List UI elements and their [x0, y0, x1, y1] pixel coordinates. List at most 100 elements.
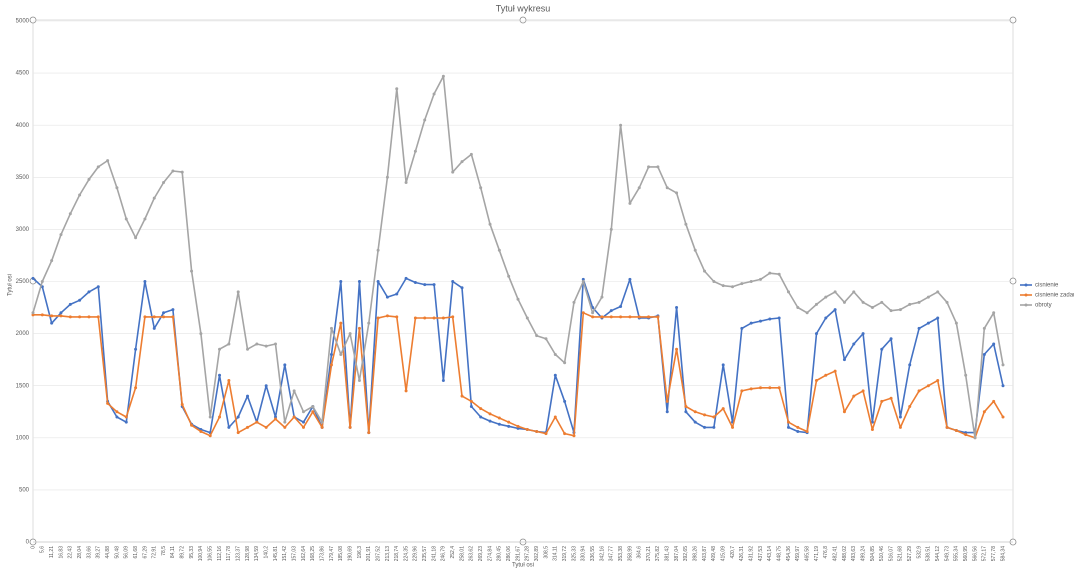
point-marker — [786, 420, 790, 424]
x-tick-label: 375,82 — [655, 546, 661, 562]
point-marker — [796, 306, 800, 310]
point-marker — [162, 315, 166, 319]
point-marker — [619, 315, 623, 319]
point-marker — [675, 306, 679, 310]
point-marker — [96, 165, 100, 169]
point-marker — [824, 373, 828, 377]
selection-handles[interactable] — [29, 16, 1017, 546]
point-marker — [852, 290, 856, 294]
point-marker — [376, 280, 380, 283]
x-tick-label: 510,46 — [879, 546, 885, 562]
series-line — [32, 277, 1004, 434]
point-marker — [376, 248, 380, 252]
point-marker — [143, 315, 147, 319]
point-marker — [516, 297, 520, 301]
x-tick-label: 100,94 — [198, 546, 204, 562]
point-marker — [544, 337, 548, 341]
point-marker — [255, 342, 259, 346]
point-marker — [59, 311, 63, 315]
point-marker — [833, 290, 837, 294]
point-marker — [796, 430, 800, 434]
point-marker — [814, 332, 818, 336]
x-tick-label: 157,03 — [291, 546, 297, 562]
x-tick-label: 263,62 — [469, 546, 475, 562]
point-marker — [218, 373, 222, 377]
point-marker — [469, 152, 473, 156]
point-marker — [348, 425, 352, 429]
x-tick-label: 196,3 — [357, 546, 363, 559]
point-marker — [218, 415, 222, 419]
point-marker — [954, 429, 958, 433]
x-tick-label: 297,28 — [525, 546, 531, 562]
handle[interactable] — [519, 16, 527, 24]
point-marker — [348, 332, 352, 336]
handle[interactable] — [1009, 16, 1017, 24]
y-tick-label: 5000 — [16, 19, 30, 25]
x-tick-label: 0 — [30, 546, 36, 549]
point-marker — [768, 386, 772, 390]
x-tick-label: 353,38 — [618, 546, 624, 562]
point-marker — [992, 342, 996, 346]
x-tick-label: 488,02 — [842, 546, 848, 562]
point-marker — [870, 420, 874, 424]
point-marker — [395, 292, 399, 296]
point-marker — [870, 306, 874, 310]
point-marker — [497, 422, 501, 426]
point-marker — [395, 87, 399, 91]
handle[interactable] — [29, 16, 37, 24]
point-marker — [134, 386, 138, 390]
point-marker — [152, 326, 156, 330]
point-marker — [31, 313, 35, 317]
x-tick-label: 415,09 — [721, 546, 727, 562]
point-marker — [777, 272, 781, 276]
point-marker — [1001, 415, 1005, 419]
point-marker — [731, 425, 735, 429]
x-tick-label: 67,29 — [142, 546, 148, 559]
point-marker — [162, 311, 166, 315]
point-marker — [721, 407, 725, 411]
point-marker — [404, 276, 408, 280]
point-marker — [190, 269, 194, 273]
point-marker — [87, 290, 91, 294]
point-marker — [441, 378, 445, 382]
x-tick-label: 44,88 — [105, 546, 111, 559]
x-tick-label: 185,08 — [338, 546, 344, 562]
point-marker — [264, 384, 268, 388]
handle[interactable] — [1009, 277, 1017, 285]
point-marker — [805, 311, 809, 315]
x-tick-label: 549,73 — [944, 546, 950, 562]
point-marker — [740, 326, 744, 330]
point-marker — [609, 309, 613, 313]
point-marker — [973, 436, 977, 440]
point-marker — [926, 295, 930, 299]
point-marker — [581, 277, 585, 281]
x-tick-label: 387,04 — [674, 546, 680, 562]
x-tick-label: 123,37 — [236, 546, 242, 562]
x-tick-label: 532,9 — [916, 546, 922, 559]
point-marker — [703, 425, 707, 429]
point-marker — [954, 321, 958, 325]
point-marker — [712, 425, 716, 429]
x-tick-label: 409,48 — [711, 546, 717, 562]
series — [31, 74, 1005, 440]
point-marker — [964, 373, 968, 377]
x-tick-label: 78,5 — [161, 546, 167, 556]
point-marker — [870, 427, 874, 431]
point-marker — [357, 326, 361, 330]
point-marker — [497, 248, 501, 252]
x-tick-label: 117,78 — [226, 546, 232, 561]
point-marker — [507, 274, 511, 278]
x-tick-label: 84,11 — [170, 546, 176, 558]
point-marker — [1001, 384, 1005, 388]
point-marker — [936, 316, 940, 320]
y-tick-label: 1000 — [16, 435, 30, 441]
y-tick-label: 3000 — [16, 227, 30, 233]
point-marker — [516, 424, 520, 428]
x-tick-label: 140,2 — [264, 546, 270, 559]
point-marker — [488, 412, 492, 416]
legend-marker — [1024, 293, 1028, 297]
x-tick-label: 577,78 — [991, 546, 997, 562]
point-marker — [124, 217, 128, 221]
x-tick-label: 56,09 — [124, 546, 130, 559]
point-marker — [964, 431, 968, 435]
